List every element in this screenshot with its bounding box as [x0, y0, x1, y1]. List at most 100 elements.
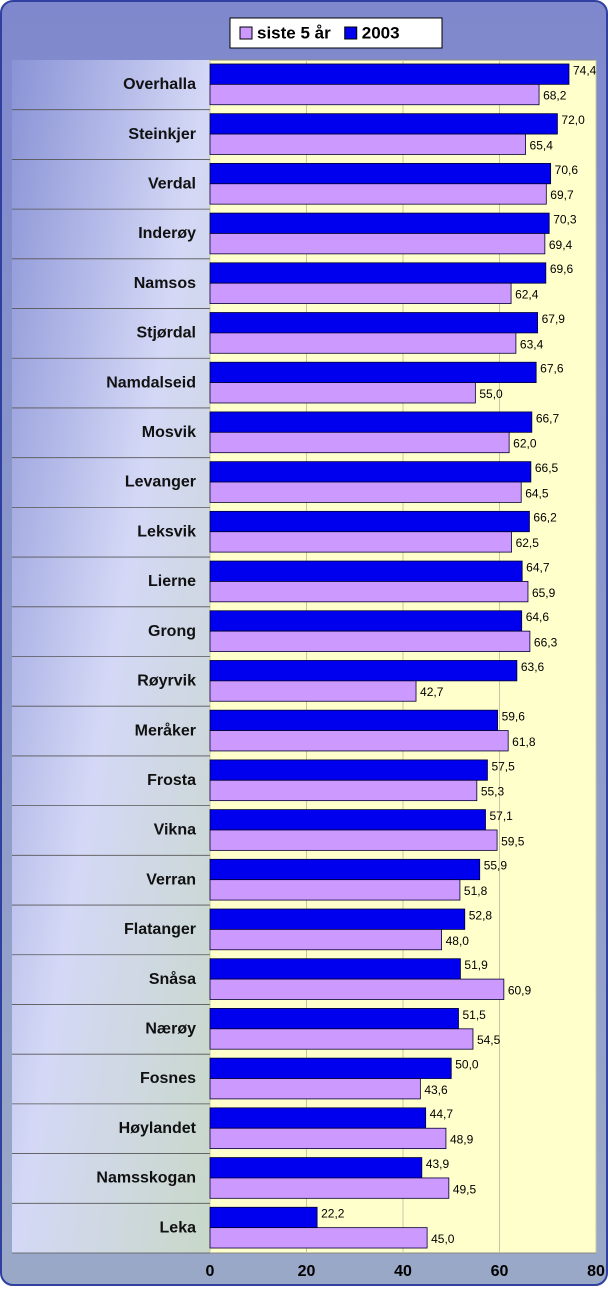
bar — [209, 361, 537, 384]
bar — [209, 183, 547, 205]
data-label: 50,0 — [455, 1058, 479, 1072]
bar — [209, 1028, 474, 1050]
data-label: 57,5 — [491, 759, 515, 773]
data-label: 63,4 — [520, 337, 544, 351]
bar — [209, 958, 461, 980]
x-tick-label: 0 — [206, 1263, 215, 1280]
bar — [209, 63, 570, 85]
data-label: 64,7 — [526, 560, 550, 574]
data-label: 55,3 — [481, 785, 505, 799]
y-tick-label: Røyrvik — [137, 673, 196, 690]
data-label: 55,9 — [484, 859, 508, 873]
legend-label: siste 5 år — [257, 23, 331, 42]
data-label: 66,5 — [535, 461, 559, 475]
bar — [209, 382, 476, 404]
y-tick-label: Stjørdal — [136, 325, 196, 342]
y-tick-label: Verran — [146, 871, 196, 888]
y-tick-label: Leka — [160, 1219, 197, 1236]
bar — [209, 879, 461, 901]
data-label: 74,4 — [573, 63, 597, 77]
data-label: 55,0 — [479, 387, 503, 401]
bar — [209, 83, 540, 106]
x-tick-label: 40 — [394, 1263, 412, 1280]
bar — [209, 660, 518, 682]
bar — [209, 560, 523, 582]
data-label: 43,6 — [424, 1083, 448, 1097]
bar — [209, 212, 550, 234]
data-label: 67,9 — [542, 312, 566, 326]
legend-label: 2003 — [362, 23, 400, 42]
data-label: 69,4 — [549, 238, 573, 252]
y-tick-label: Lierne — [148, 573, 196, 590]
bar — [209, 113, 558, 135]
data-label: 61,8 — [512, 735, 536, 749]
legend-swatch — [239, 26, 253, 40]
y-tick-label: Leksvik — [137, 523, 196, 540]
bar — [209, 1127, 447, 1150]
y-tick-label: Snåsa — [149, 970, 196, 988]
bar — [209, 233, 546, 255]
data-label: 48,9 — [450, 1133, 474, 1147]
y-tick-label: Vikna — [154, 822, 197, 839]
data-label: 52,8 — [469, 908, 493, 922]
bar — [209, 829, 498, 851]
y-tick-label: Levanger — [125, 474, 196, 491]
bar — [209, 1057, 452, 1079]
data-label: 66,7 — [536, 411, 560, 425]
legend-box — [229, 17, 443, 49]
bar — [209, 858, 481, 881]
y-tick-label: Namdalseid — [106, 374, 196, 391]
y-tick-label: Namsskogan — [96, 1170, 196, 1187]
y-tick-label: Mosvik — [142, 424, 196, 441]
data-label: 62,4 — [515, 288, 539, 302]
y-tick-label: Steinkjer — [128, 126, 196, 143]
bar — [209, 411, 533, 433]
data-label: 67,6 — [540, 362, 564, 376]
bar — [209, 1177, 450, 1199]
data-label: 70,3 — [553, 212, 577, 226]
bar — [209, 809, 486, 831]
bar — [209, 680, 417, 702]
bar — [209, 510, 530, 533]
data-label: 69,7 — [550, 188, 574, 202]
y-tick-label: Inderøy — [138, 225, 196, 242]
data-label: 44,7 — [430, 1107, 454, 1121]
data-label: 65,9 — [532, 586, 556, 600]
x-tick-label: 60 — [491, 1263, 509, 1280]
data-label: 64,5 — [525, 486, 549, 500]
bar — [209, 332, 517, 354]
x-tick-label: 20 — [298, 1263, 316, 1280]
data-label: 49,5 — [453, 1182, 477, 1196]
bar — [209, 610, 523, 632]
bar — [209, 908, 466, 930]
data-label: 54,5 — [477, 1033, 501, 1047]
data-label: 64,6 — [526, 610, 550, 624]
bar — [209, 709, 498, 731]
data-label: 45,0 — [431, 1232, 455, 1246]
data-label: 60,9 — [508, 983, 532, 997]
y-tick-label: Nærøy — [145, 1021, 196, 1038]
data-label: 42,7 — [420, 685, 444, 699]
bar — [209, 162, 552, 185]
bar — [209, 431, 510, 454]
bar — [209, 928, 443, 951]
bar — [209, 978, 505, 1000]
bar — [209, 581, 529, 603]
data-label: 62,0 — [513, 437, 537, 451]
bar — [209, 461, 532, 483]
bar — [209, 481, 522, 503]
data-label: 59,6 — [502, 710, 526, 724]
data-label: 59,5 — [501, 834, 525, 848]
y-tick-label: Verdal — [148, 175, 196, 192]
bar — [209, 779, 478, 802]
data-label: 51,5 — [462, 1008, 486, 1022]
y-tick-label: Fosnes — [140, 1070, 196, 1087]
data-label: 48,0 — [446, 934, 470, 948]
bar — [209, 1107, 427, 1129]
bar — [209, 1227, 428, 1249]
y-tick-label: Høylandet — [119, 1120, 197, 1137]
data-label: 22,2 — [321, 1207, 345, 1221]
data-label: 65,4 — [530, 138, 554, 152]
bar — [209, 312, 539, 334]
